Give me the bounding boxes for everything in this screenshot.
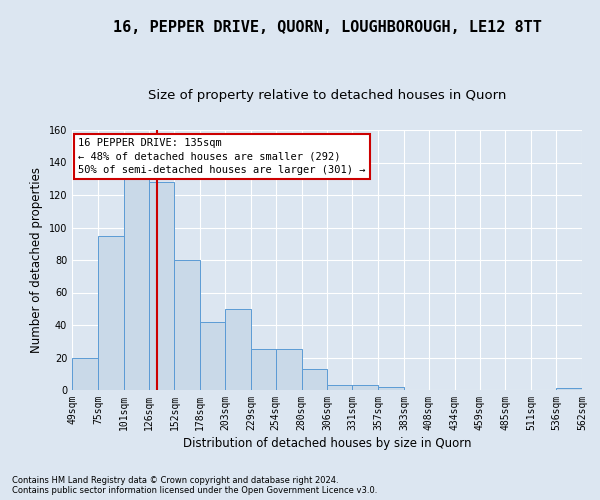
Bar [98, 236, 124, 390]
Bar [556, 388, 582, 390]
Bar [200, 322, 225, 390]
Bar [328, 385, 352, 390]
Bar [276, 350, 302, 390]
Text: Contains HM Land Registry data © Crown copyright and database right 2024.
Contai: Contains HM Land Registry data © Crown c… [12, 476, 377, 495]
Bar [124, 179, 149, 390]
Text: Size of property relative to detached houses in Quorn: Size of property relative to detached ho… [148, 90, 506, 102]
Text: 16 PEPPER DRIVE: 135sqm
← 48% of detached houses are smaller (292)
50% of semi-d: 16 PEPPER DRIVE: 135sqm ← 48% of detache… [78, 138, 365, 174]
Bar [149, 182, 175, 390]
Bar [72, 358, 98, 390]
Text: 16, PEPPER DRIVE, QUORN, LOUGHBOROUGH, LE12 8TT: 16, PEPPER DRIVE, QUORN, LOUGHBOROUGH, L… [113, 20, 541, 35]
Text: Distribution of detached houses by size in Quorn: Distribution of detached houses by size … [183, 438, 471, 450]
Bar [225, 308, 251, 390]
Y-axis label: Number of detached properties: Number of detached properties [30, 167, 43, 353]
Bar [378, 387, 404, 390]
Bar [251, 350, 276, 390]
Bar [175, 260, 200, 390]
Bar [302, 369, 328, 390]
Bar [352, 385, 378, 390]
